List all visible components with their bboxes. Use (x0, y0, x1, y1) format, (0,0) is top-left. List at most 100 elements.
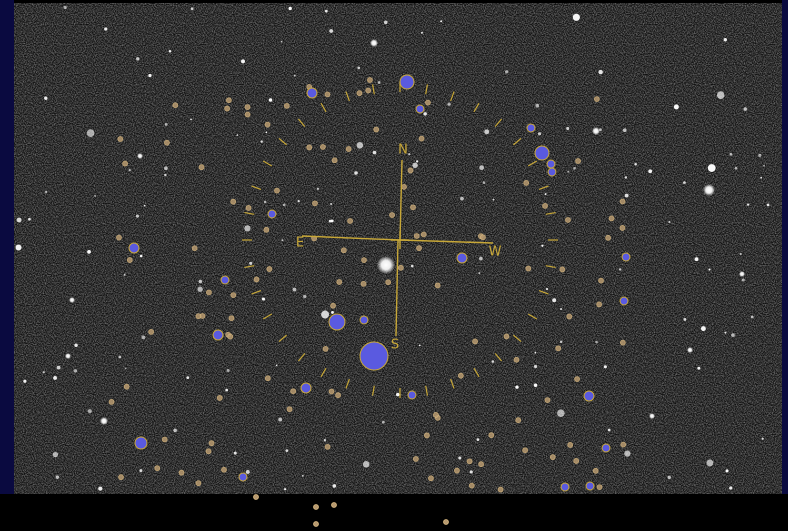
star (758, 153, 762, 157)
star (440, 20, 443, 23)
star (382, 420, 385, 424)
compass-overlay (108, 74, 631, 493)
catalog-marker (454, 467, 460, 474)
catalog-marker (331, 502, 337, 508)
star (362, 461, 370, 468)
catalog-marker (525, 265, 532, 272)
matched-star (306, 87, 318, 99)
catalog-marker (434, 282, 441, 289)
catalog-marker (154, 465, 161, 472)
matched-star (621, 252, 631, 262)
catalog-marker (208, 440, 215, 447)
catalog-marker (549, 454, 556, 461)
star (56, 365, 61, 370)
catalog-marker (205, 448, 212, 455)
catalog-marker (264, 121, 271, 128)
star (164, 173, 167, 177)
star (87, 249, 91, 254)
catalog-marker (117, 136, 124, 142)
ring-tick (251, 185, 262, 190)
matched-star (212, 329, 224, 341)
ring-tick (345, 378, 350, 389)
star (55, 475, 60, 479)
star (534, 351, 537, 354)
catalog-marker (397, 264, 404, 271)
catalog-marker (335, 392, 341, 399)
catalog-marker (361, 257, 367, 264)
bright-star (65, 353, 71, 359)
ring-tick (371, 84, 375, 95)
east-label: E (296, 236, 304, 251)
catalog-marker (522, 447, 529, 454)
matched-star (128, 242, 140, 254)
star (136, 57, 140, 61)
star (94, 195, 96, 197)
catalog-marker (331, 157, 338, 164)
catalog-marker (195, 313, 202, 320)
catalog-marker (466, 458, 473, 465)
star (478, 272, 481, 275)
matched-star (359, 315, 369, 325)
catalog-marker (178, 469, 185, 476)
catalog-marker (423, 432, 430, 439)
star (622, 128, 627, 133)
star (667, 475, 671, 480)
star (533, 364, 538, 369)
star (694, 257, 699, 262)
star (766, 203, 770, 207)
catalog-marker (224, 105, 231, 112)
right-border (782, 0, 788, 494)
catalog-marker (418, 135, 425, 142)
star (63, 5, 67, 10)
catalog-marker (330, 302, 336, 309)
star (648, 169, 653, 174)
star (73, 369, 78, 373)
matched-star (359, 341, 389, 371)
star (139, 254, 143, 258)
matched-star (619, 296, 629, 306)
ring-tick (371, 385, 375, 396)
catalog-marker (336, 279, 343, 285)
catalog-marker (457, 372, 464, 379)
star (301, 474, 304, 477)
catalog-marker (420, 231, 427, 238)
ring-tick (473, 102, 480, 113)
catalog-marker (161, 436, 168, 443)
catalog-marker (123, 383, 130, 390)
star (53, 376, 57, 380)
catalog-marker (328, 388, 335, 395)
star (52, 451, 59, 458)
ring-tick (320, 367, 327, 378)
catalog-marker (365, 87, 372, 94)
star (383, 20, 388, 25)
star (324, 9, 328, 13)
star (135, 214, 139, 218)
ring-tick (538, 290, 549, 295)
catalog-marker (195, 480, 202, 487)
star (572, 13, 580, 21)
ring-tick (527, 160, 538, 167)
star (87, 409, 92, 414)
bright-star (703, 184, 715, 196)
star (148, 73, 152, 78)
ring-tick (545, 265, 556, 269)
star (533, 383, 538, 388)
ring-tick (278, 137, 288, 146)
star (262, 297, 266, 301)
catalog-marker (413, 233, 420, 239)
star (74, 343, 78, 348)
status-bar (0, 494, 788, 531)
star (124, 367, 127, 370)
star (164, 122, 168, 126)
ring-tick (450, 378, 455, 389)
star (412, 162, 418, 168)
star (278, 417, 283, 422)
star (746, 203, 750, 206)
catalog-marker (565, 217, 571, 223)
star (416, 160, 419, 163)
catalog-marker (373, 126, 380, 133)
ring-tick (251, 290, 262, 295)
catalog-marker (324, 91, 331, 98)
catalog-marker (345, 146, 352, 152)
star (44, 96, 48, 100)
